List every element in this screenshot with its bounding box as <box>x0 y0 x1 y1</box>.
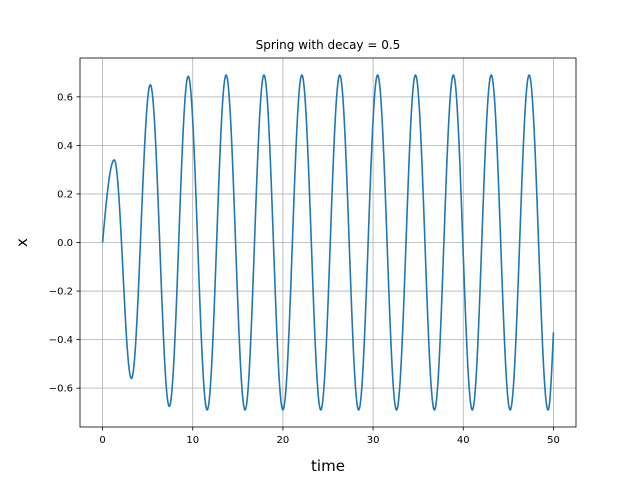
plot-lines <box>101 74 555 411</box>
y-tick-label: 0.4 <box>57 141 73 152</box>
grid <box>80 58 576 427</box>
chart-title: Spring with decay = 0.5 <box>256 38 401 52</box>
x-tick-label: 30 <box>367 435 380 446</box>
y-tick-label: 0.6 <box>57 92 73 103</box>
x-tick-label: 40 <box>457 435 470 446</box>
y-tick-label: 0.0 <box>57 238 73 249</box>
series-line-0 <box>101 74 555 411</box>
x-tick-label: 10 <box>186 435 199 446</box>
y-tick-label: −0.2 <box>49 287 73 298</box>
x-axis-label: time <box>311 457 345 475</box>
y-tick-label: −0.4 <box>49 335 73 346</box>
x-ticks: 0 10 20 30 40 50 <box>99 427 560 446</box>
y-axis-label: x <box>13 238 31 247</box>
y-tick-label: −0.6 <box>49 384 73 395</box>
y-tick-label: 0.2 <box>57 189 73 200</box>
x-tick-label: 50 <box>547 435 560 446</box>
x-tick-label: 20 <box>277 435 290 446</box>
x-tick-label: 0 <box>99 435 105 446</box>
y-ticks: −0.6 −0.4 −0.2 0.0 0.2 0.4 0.6 <box>49 92 80 395</box>
